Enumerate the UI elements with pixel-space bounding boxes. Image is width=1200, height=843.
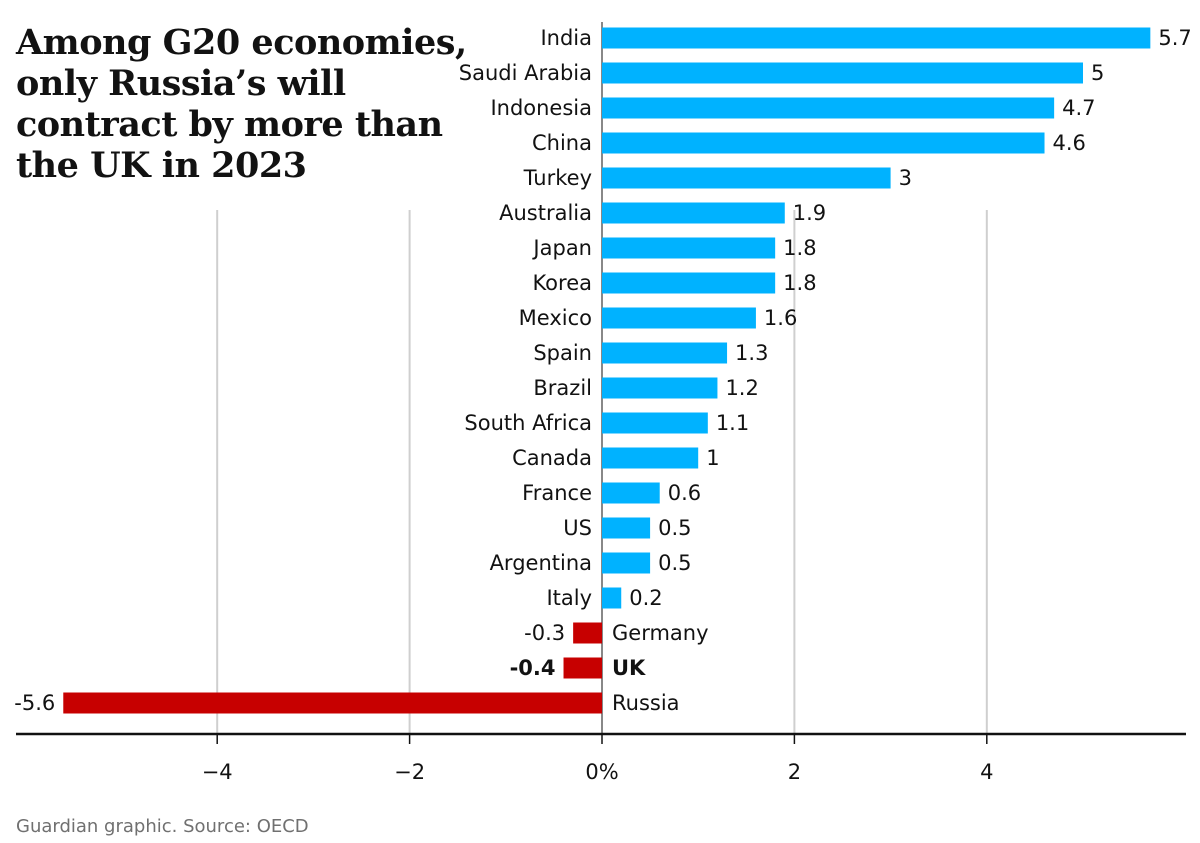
bar — [602, 167, 891, 189]
category-label: Turkey — [523, 166, 592, 190]
value-label: 0.5 — [658, 551, 691, 575]
category-label: Indonesia — [490, 96, 592, 120]
bar — [602, 132, 1045, 154]
title-line-4: the UK in 2023 — [16, 145, 307, 186]
bar — [573, 622, 602, 644]
value-label: 0.5 — [658, 516, 691, 540]
value-label: 0.6 — [668, 481, 701, 505]
title-line-2: only Russia’s will — [16, 63, 346, 104]
value-label: 0.2 — [629, 586, 662, 610]
category-label: Japan — [531, 236, 592, 260]
tick-label: 2 — [788, 760, 801, 784]
category-label: Korea — [532, 271, 592, 295]
bar — [602, 307, 756, 329]
value-label: 1 — [706, 446, 719, 470]
bar — [602, 342, 728, 364]
title-line-3: contract by more than — [16, 104, 443, 145]
category-label: Canada — [512, 446, 592, 470]
category-label: France — [522, 481, 592, 505]
category-label: Australia — [499, 201, 592, 225]
category-label: Brazil — [533, 376, 592, 400]
bar — [563, 657, 602, 679]
bar — [602, 412, 708, 434]
value-label: 4.6 — [1053, 131, 1086, 155]
value-label: 1.8 — [783, 236, 816, 260]
value-label: 5 — [1091, 61, 1104, 85]
title-line-1: Among G20 economies, — [15, 22, 467, 63]
bar — [602, 447, 699, 469]
x-axis-ticks: −4 −2 0% 2 4 — [202, 734, 993, 784]
value-label: 1.2 — [725, 376, 758, 400]
tick-label: 0% — [585, 760, 618, 784]
category-label: Germany — [612, 621, 709, 645]
source-note: Guardian graphic. Source: OECD — [16, 816, 309, 837]
bar — [602, 517, 651, 539]
category-label: US — [563, 516, 592, 540]
bar — [602, 272, 776, 294]
category-label: Russia — [612, 691, 680, 715]
value-label: -0.3 — [524, 621, 565, 645]
chart-title: Among G20 economies, only Russia’s will … — [15, 22, 467, 186]
bar — [602, 62, 1083, 84]
bar — [63, 692, 602, 714]
category-label: China — [532, 131, 592, 155]
value-label: 4.7 — [1062, 96, 1095, 120]
bar — [602, 377, 718, 399]
value-label: 1.3 — [735, 341, 768, 365]
category-labels: India Saudi Arabia Indonesia China Turkey Aus… — [459, 26, 709, 715]
bars — [63, 27, 1151, 714]
bar — [602, 587, 622, 609]
tick-label: −2 — [394, 760, 425, 784]
tick-label: −4 — [202, 760, 233, 784]
bar — [602, 237, 776, 259]
bar — [602, 552, 651, 574]
category-label: Saudi Arabia — [459, 61, 592, 85]
category-label: Argentina — [490, 551, 592, 575]
value-label: 1.6 — [764, 306, 797, 330]
value-label: 1.8 — [783, 271, 816, 295]
category-label: South Africa — [464, 411, 592, 435]
category-label: UK — [612, 656, 646, 680]
category-label: Italy — [546, 586, 592, 610]
tick-label: 4 — [980, 760, 993, 784]
value-labels: 5.7 5 4.7 4.6 3 1.9 1.8 1.8 1.6 1.3 1.2 1.1 10.6 0.5 0… — [14, 26, 1191, 715]
value-label: 1.9 — [793, 201, 826, 225]
bar — [602, 482, 660, 504]
value-label: -5.6 — [14, 691, 55, 715]
bar — [602, 202, 785, 224]
value-label: 5.7 — [1158, 26, 1191, 50]
category-label: Spain — [533, 341, 592, 365]
value-label: -0.4 — [510, 656, 556, 680]
bar — [602, 97, 1055, 119]
value-label: 3 — [899, 166, 912, 190]
category-label: Mexico — [519, 306, 592, 330]
category-label: India — [540, 26, 592, 50]
bar — [602, 27, 1151, 49]
value-label: 1.1 — [716, 411, 749, 435]
